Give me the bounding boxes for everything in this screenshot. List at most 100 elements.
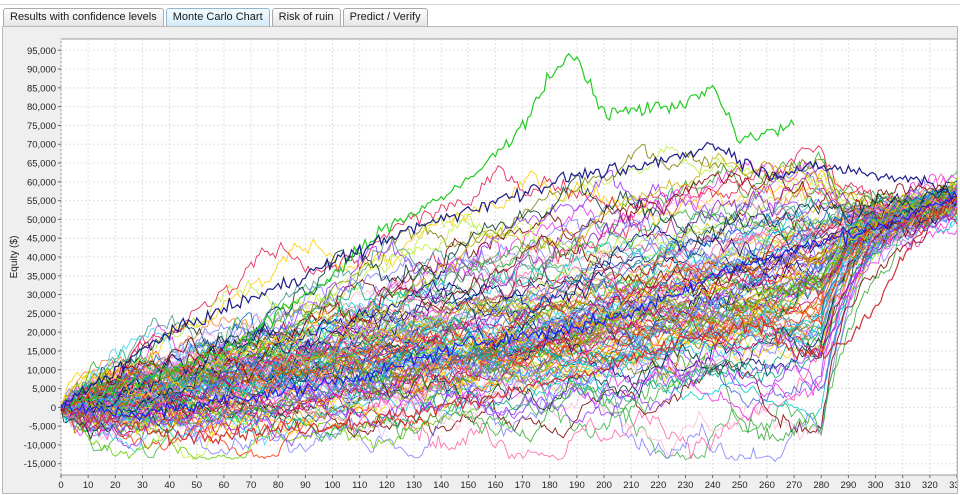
tab-predict-verify[interactable]: Predict / Verify [342, 8, 428, 26]
y-tick-label: 50,000 [27, 215, 56, 226]
highlight-simulation-line [60, 141, 957, 413]
x-tick-label: 330 [949, 480, 957, 491]
x-tick-label: 30 [137, 480, 148, 491]
x-axis-ticks: 0 10 20 30 40 50 60 70 80 90 100 110 120 130 140 150 160… [58, 475, 957, 491]
simulation-line [60, 192, 957, 419]
y-tick-label: 20,000 [27, 328, 56, 339]
simulation-line [60, 195, 957, 411]
simulation-line [60, 195, 957, 408]
x-tick-label: 190 [569, 480, 585, 491]
simulation-line [60, 193, 957, 411]
x-tick-label: 280 [813, 480, 829, 491]
x-tick-label: 230 [678, 480, 694, 491]
x-tick-label: 140 [433, 480, 449, 491]
y-tick-label: 45,000 [27, 234, 56, 245]
x-tick-label: 20 [110, 480, 121, 491]
x-tick-label: 0 [58, 480, 63, 491]
x-tick-label: 150 [460, 480, 476, 491]
simulation-line [60, 190, 957, 413]
y-tick-label: 15,000 [27, 346, 56, 357]
x-tick-label: 310 [895, 480, 911, 491]
x-tick-label: 300 [868, 480, 884, 491]
y-tick-label: 65,000 [27, 159, 56, 170]
tab-risk-of-ruin[interactable]: Risk of ruin [271, 8, 341, 26]
x-tick-label: 270 [786, 480, 802, 491]
x-tick-label: 290 [840, 480, 856, 491]
monte-carlo-chart: -15,000 -10,000 -5,000 0 5,000 10,000 15,000 20… [9, 38, 957, 491]
simulation-line [60, 166, 957, 415]
x-tick-label: 320 [922, 480, 938, 491]
y-tick-label: -15,000 [24, 459, 56, 470]
simulation-line [60, 169, 957, 414]
simulation-line [60, 194, 957, 408]
y-tick-label: 55,000 [27, 196, 56, 207]
x-tick-label: 50 [191, 480, 202, 491]
simulation-line [60, 193, 957, 437]
y-tick-label: 30,000 [27, 290, 56, 301]
x-tick-label: 240 [705, 480, 721, 491]
y-tick-label: -5,000 [29, 422, 56, 433]
simulation-line [60, 166, 957, 424]
simulation-line [60, 174, 957, 440]
y-tick-label: 10,000 [27, 365, 56, 376]
x-tick-label: 160 [487, 480, 503, 491]
x-tick-label: 250 [732, 480, 748, 491]
simulation-line [60, 200, 957, 450]
simulation-series [60, 144, 957, 463]
chart-panel: -15,000 -10,000 -5,000 0 5,000 10,000 15,000 20… [2, 26, 958, 494]
x-tick-label: 170 [515, 480, 531, 491]
x-tick-label: 260 [759, 480, 775, 491]
y-tick-label: 85,000 [27, 83, 56, 94]
x-tick-label: 110 [352, 480, 367, 491]
simulation-line [60, 178, 957, 425]
x-tick-label: 90 [300, 480, 311, 491]
simulation-line [60, 190, 957, 427]
simulation-line [60, 187, 957, 415]
simulation-line [60, 194, 957, 421]
tab-bar: Results with confidence levels Monte Car… [3, 8, 428, 27]
simulation-line [60, 200, 957, 432]
tab-results-confidence[interactable]: Results with confidence levels [3, 8, 164, 26]
x-tick-label: 100 [325, 480, 341, 491]
top-border [0, 0, 960, 5]
y-tick-label: 70,000 [27, 140, 56, 151]
x-tick-label: 180 [542, 480, 558, 491]
x-tick-label: 70 [246, 480, 257, 491]
y-axis-ticks: -15,000 -10,000 -5,000 0 5,000 10,000 15,000 20… [24, 46, 61, 470]
y-tick-label: 5,000 [32, 384, 56, 395]
simulation-line [60, 197, 957, 463]
x-tick-label: 220 [650, 480, 666, 491]
y-tick-label: 75,000 [27, 121, 56, 132]
x-tick-label: 210 [623, 480, 639, 491]
simulation-line [60, 201, 957, 439]
simulation-line [60, 181, 957, 412]
y-axis-label: Equity ($) [9, 236, 20, 279]
x-tick-label: 80 [273, 480, 284, 491]
x-tick-label: 10 [83, 480, 94, 491]
y-tick-label: 40,000 [27, 253, 56, 264]
x-tick-label: 120 [379, 480, 395, 491]
y-tick-label: 80,000 [27, 102, 56, 113]
simulation-line [60, 188, 957, 411]
simulation-line [60, 196, 957, 433]
y-tick-label: -10,000 [24, 440, 56, 451]
x-tick-label: 40 [164, 480, 175, 491]
tab-monte-carlo-chart[interactable]: Monte Carlo Chart [165, 8, 270, 26]
x-tick-label: 130 [406, 480, 422, 491]
simulation-line [60, 200, 957, 415]
simulation-line [60, 152, 957, 429]
y-tick-label: 0 [51, 403, 56, 414]
y-tick-label: 90,000 [27, 65, 56, 76]
highlight-simulation-line [60, 191, 957, 422]
highlight-series [60, 52, 957, 447]
y-tick-label: 95,000 [27, 46, 56, 57]
simulation-line [60, 151, 957, 414]
y-tick-label: 25,000 [27, 309, 56, 320]
x-tick-label: 200 [596, 480, 612, 491]
simulation-line [60, 193, 957, 408]
x-tick-label: 60 [219, 480, 230, 491]
y-tick-label: 60,000 [27, 177, 56, 188]
highlight-simulation-line [60, 196, 957, 447]
simulation-line [60, 187, 957, 416]
highlight-simulation-line [60, 52, 795, 412]
